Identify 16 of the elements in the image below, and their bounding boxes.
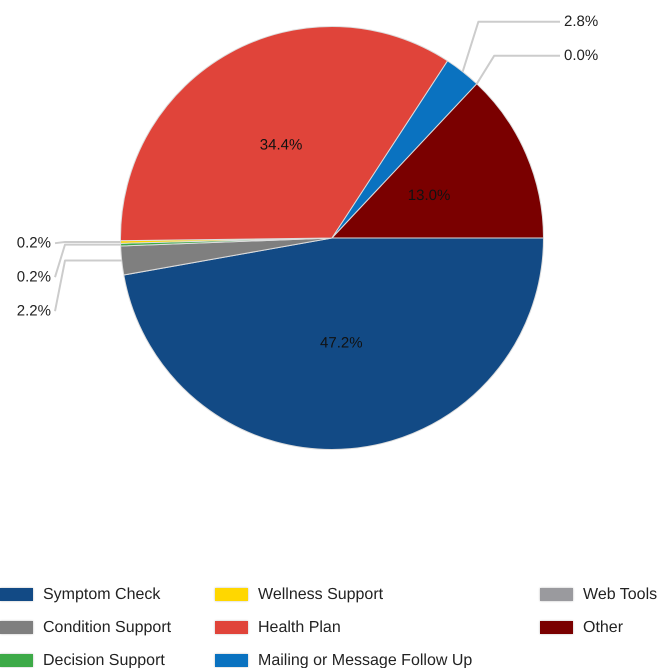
data-label: 2.8% <box>564 12 598 30</box>
legend-label: Condition Support <box>43 618 172 636</box>
text: 0.0% <box>564 46 598 64</box>
data-label: 0.2% <box>16 268 51 286</box>
legend-label: Other <box>583 618 624 636</box>
data-label: 47.2% <box>320 334 363 352</box>
legend-label: Decision Support <box>43 652 165 668</box>
legend-label: Health Plan <box>258 618 341 636</box>
legend-label: Mailing or Message Follow Up <box>258 652 472 668</box>
legend-label: Symptom Check <box>43 586 160 604</box>
legend-label: Wellness Support <box>258 586 384 604</box>
data-label: 34.4% <box>260 136 302 154</box>
legend-label: Web Tools <box>583 586 658 604</box>
data-label: 0.2% <box>16 234 51 252</box>
data-label: 13.0% <box>408 187 450 204</box>
data-label: 2.2% <box>16 302 51 320</box>
